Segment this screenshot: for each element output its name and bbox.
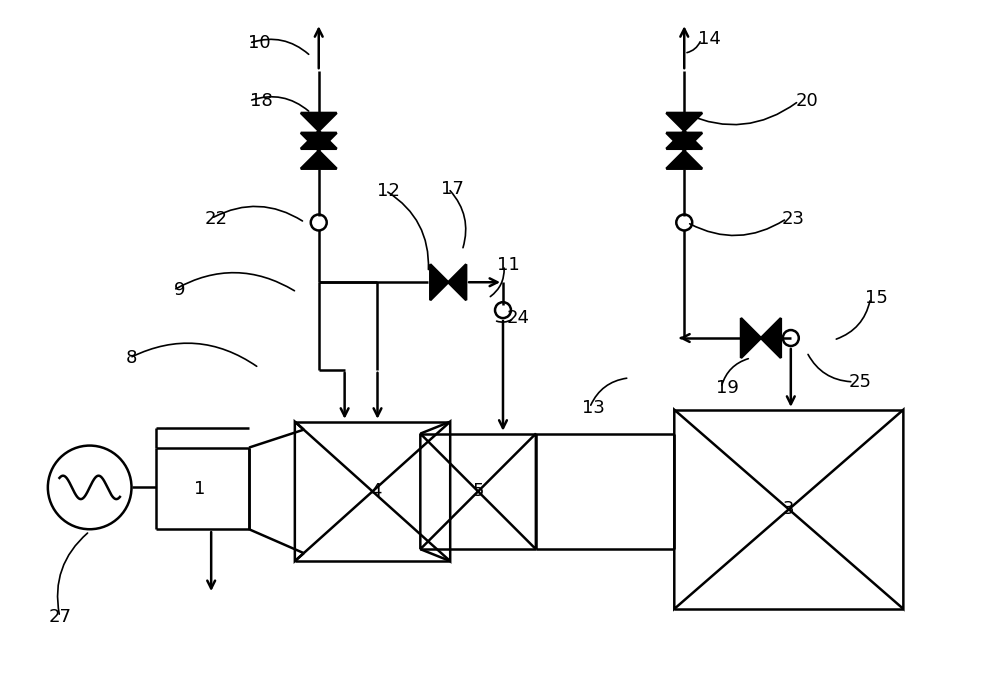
Polygon shape xyxy=(666,113,702,131)
Text: 8: 8 xyxy=(126,349,137,367)
Text: 15: 15 xyxy=(865,289,888,307)
Polygon shape xyxy=(761,318,781,358)
Polygon shape xyxy=(666,131,702,149)
Text: 1: 1 xyxy=(194,480,205,499)
Polygon shape xyxy=(301,113,337,131)
Text: 11: 11 xyxy=(497,256,519,274)
Text: 27: 27 xyxy=(48,608,71,626)
Text: 20: 20 xyxy=(795,92,818,110)
Text: 3: 3 xyxy=(783,500,795,518)
Text: 9: 9 xyxy=(174,281,185,299)
Polygon shape xyxy=(301,150,337,169)
Text: 12: 12 xyxy=(377,182,400,200)
Polygon shape xyxy=(741,318,761,358)
Polygon shape xyxy=(666,133,702,150)
Polygon shape xyxy=(301,133,337,150)
Text: 25: 25 xyxy=(849,373,872,391)
Polygon shape xyxy=(448,264,466,300)
Text: 23: 23 xyxy=(781,209,804,228)
Text: 4: 4 xyxy=(370,482,381,501)
Polygon shape xyxy=(666,150,702,169)
Text: 22: 22 xyxy=(205,209,228,228)
Polygon shape xyxy=(301,131,337,149)
Polygon shape xyxy=(430,264,448,300)
Text: 5: 5 xyxy=(472,482,484,501)
Text: 13: 13 xyxy=(582,399,605,417)
Text: 19: 19 xyxy=(716,379,739,397)
Text: 10: 10 xyxy=(248,34,270,52)
Text: 18: 18 xyxy=(250,92,272,110)
Text: 14: 14 xyxy=(698,30,721,49)
Text: 17: 17 xyxy=(441,180,464,198)
Text: 24: 24 xyxy=(506,309,529,327)
